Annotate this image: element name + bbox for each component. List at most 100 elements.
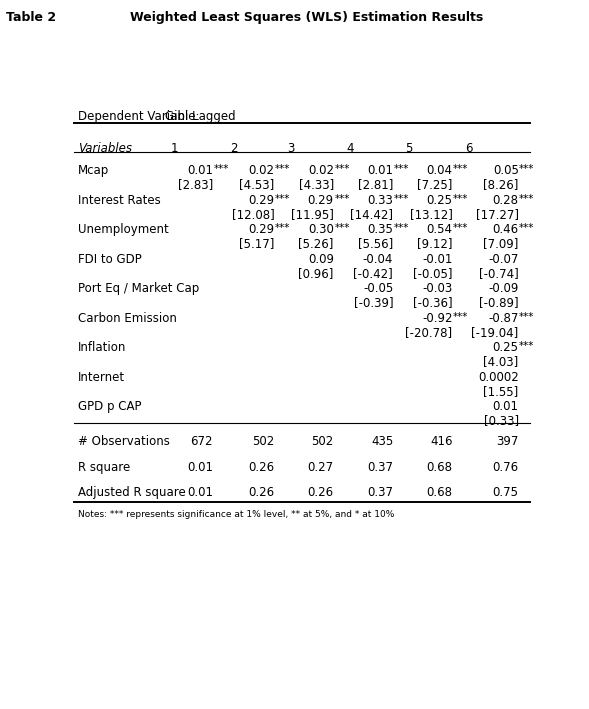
Text: [-0.74]: [-0.74]: [479, 267, 519, 280]
Text: [12.08]: [12.08]: [231, 208, 274, 221]
Text: ***: ***: [453, 164, 468, 174]
Text: [9.12]: [9.12]: [417, 238, 452, 250]
Text: 0.75: 0.75: [492, 486, 519, 499]
Text: Carbon Emission: Carbon Emission: [78, 312, 177, 325]
Text: # Observations: # Observations: [78, 435, 170, 448]
Text: 0.25: 0.25: [426, 194, 452, 207]
Text: ***: ***: [453, 312, 468, 322]
Text: -0.92: -0.92: [422, 312, 452, 325]
Text: [0.96]: [0.96]: [299, 267, 334, 280]
Text: 0.68: 0.68: [426, 486, 452, 499]
Text: GPD p CAP: GPD p CAP: [78, 400, 142, 413]
Text: 397: 397: [497, 435, 519, 448]
Text: 502: 502: [252, 435, 274, 448]
Text: [-0.39]: [-0.39]: [353, 296, 393, 309]
Text: 0.02: 0.02: [249, 164, 274, 177]
Text: 672: 672: [190, 435, 213, 448]
Text: Dependent Variable:: Dependent Variable:: [78, 110, 200, 123]
Text: ***: ***: [519, 194, 535, 203]
Text: 416: 416: [430, 435, 452, 448]
Text: Gini Lagged: Gini Lagged: [165, 110, 236, 123]
Text: [-0.05]: [-0.05]: [413, 267, 452, 280]
Text: [5.56]: [5.56]: [358, 238, 393, 250]
Text: [7.09]: [7.09]: [484, 238, 519, 250]
Text: 0.26: 0.26: [249, 461, 274, 474]
Text: Variables: Variables: [78, 143, 132, 155]
Text: 0.04: 0.04: [426, 164, 452, 177]
Text: Weighted Least Squares (WLS) Estimation Results: Weighted Least Squares (WLS) Estimation …: [130, 11, 483, 23]
Text: Table 2: Table 2: [6, 11, 56, 23]
Text: 0.01: 0.01: [187, 164, 213, 177]
Text: 0.01: 0.01: [187, 461, 213, 474]
Text: -0.09: -0.09: [488, 282, 519, 295]
Text: 0.37: 0.37: [367, 461, 393, 474]
Text: ***: ***: [519, 312, 535, 322]
Text: Inflation: Inflation: [78, 341, 127, 354]
Text: ***: ***: [453, 194, 468, 203]
Text: ***: ***: [213, 164, 229, 174]
Text: ***: ***: [335, 223, 350, 233]
Text: [-0.42]: [-0.42]: [353, 267, 393, 280]
Text: [14.42]: [14.42]: [350, 208, 393, 221]
Text: 0.25: 0.25: [492, 341, 519, 354]
Text: 4: 4: [346, 143, 353, 155]
Text: FDI to GDP: FDI to GDP: [78, 252, 142, 266]
Text: ***: ***: [275, 194, 290, 203]
Text: 0.01: 0.01: [492, 400, 519, 413]
Text: -0.05: -0.05: [363, 282, 393, 295]
Text: ***: ***: [453, 223, 468, 233]
Text: 0.35: 0.35: [368, 223, 393, 236]
Text: 0.29: 0.29: [307, 194, 334, 207]
Text: 0.28: 0.28: [492, 194, 519, 207]
Text: 0.09: 0.09: [308, 252, 334, 266]
Text: 435: 435: [371, 435, 393, 448]
Text: 0.46: 0.46: [492, 223, 519, 236]
Text: [5.17]: [5.17]: [239, 238, 274, 250]
Text: 0.27: 0.27: [307, 461, 334, 474]
Text: [7.25]: [7.25]: [417, 179, 452, 191]
Text: Adjusted R square: Adjusted R square: [78, 486, 186, 499]
Text: [2.83]: [2.83]: [178, 179, 213, 191]
Text: ***: ***: [393, 223, 409, 233]
Text: ***: ***: [275, 164, 290, 174]
Text: ***: ***: [335, 194, 350, 203]
Text: -0.03: -0.03: [422, 282, 452, 295]
Text: 0.54: 0.54: [426, 223, 452, 236]
Text: ***: ***: [275, 223, 290, 233]
Text: ***: ***: [519, 164, 535, 174]
Text: 502: 502: [312, 435, 334, 448]
Text: -0.87: -0.87: [488, 312, 519, 325]
Text: 3: 3: [287, 143, 294, 155]
Text: Internet: Internet: [78, 371, 125, 384]
Text: 0.0002: 0.0002: [478, 371, 519, 384]
Text: Interest Rates: Interest Rates: [78, 194, 161, 207]
Text: [11.95]: [11.95]: [291, 208, 334, 221]
Text: [13.12]: [13.12]: [409, 208, 452, 221]
Text: 0.26: 0.26: [249, 486, 274, 499]
Text: 0.76: 0.76: [492, 461, 519, 474]
Text: -0.01: -0.01: [422, 252, 452, 266]
Text: Unemployment: Unemployment: [78, 223, 169, 236]
Text: Mcap: Mcap: [78, 164, 110, 177]
Text: ***: ***: [393, 194, 409, 203]
Text: [5.26]: [5.26]: [299, 238, 334, 250]
Text: [4.33]: [4.33]: [299, 179, 334, 191]
Text: ***: ***: [519, 341, 535, 351]
Text: 0.30: 0.30: [308, 223, 334, 236]
Text: 5: 5: [405, 143, 413, 155]
Text: 0.01: 0.01: [367, 164, 393, 177]
Text: 2: 2: [230, 143, 237, 155]
Text: [-20.78]: [-20.78]: [405, 326, 452, 339]
Text: 0.26: 0.26: [307, 486, 334, 499]
Text: 0.29: 0.29: [249, 223, 274, 236]
Text: 0.05: 0.05: [493, 164, 519, 177]
Text: [1.55]: [1.55]: [484, 385, 519, 398]
Text: 1: 1: [170, 143, 178, 155]
Text: ***: ***: [393, 164, 409, 174]
Text: 0.68: 0.68: [426, 461, 452, 474]
Text: 0.29: 0.29: [249, 194, 274, 207]
Text: [-0.36]: [-0.36]: [413, 296, 452, 309]
Text: 0.01: 0.01: [187, 486, 213, 499]
Text: Port Eq / Market Cap: Port Eq / Market Cap: [78, 282, 200, 295]
Text: [2.81]: [2.81]: [358, 179, 393, 191]
